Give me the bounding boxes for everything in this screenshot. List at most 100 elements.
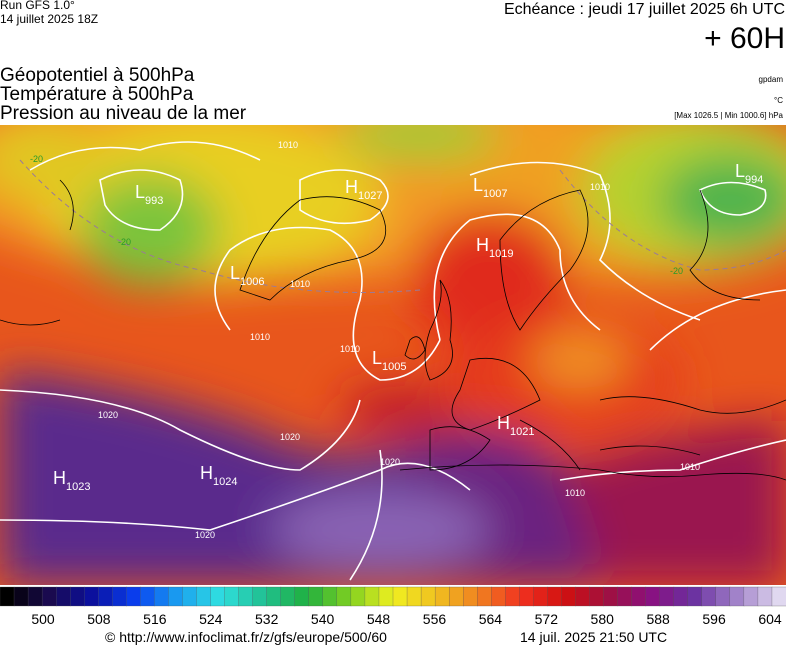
colorbar-swatch <box>771 586 786 607</box>
pressure-centers: L993 H1027 L1007 L994 L1006 H1019 L1005 … <box>53 161 763 493</box>
colorbar-tick-label: 508 <box>87 611 111 627</box>
isobar-label: 1010 <box>278 140 298 150</box>
colorbar-tick-label: 572 <box>535 611 559 627</box>
colorbar-swatch <box>280 586 296 607</box>
source-url: © http://www.infoclimat.fr/z/gfs/europe/… <box>105 629 387 645</box>
colorbar-swatch <box>182 586 197 607</box>
colorbar-tick-label: 596 <box>702 611 726 627</box>
isotherm-label: -20 <box>118 237 131 247</box>
colorbar-swatch <box>631 586 647 607</box>
isobar-label: 1020 <box>195 530 215 540</box>
colorbar-tick-label: 564 <box>479 611 503 627</box>
colorbar-swatch <box>13 586 29 607</box>
center-type: H <box>200 463 213 483</box>
center-value: 1019 <box>489 248 513 260</box>
colorbar-swatch <box>701 586 717 607</box>
colorbar-swatch <box>589 586 604 607</box>
pressure-center: L1005 <box>372 348 407 373</box>
center-value: 1006 <box>240 276 264 288</box>
colorbar-swatch <box>70 586 85 607</box>
colorbar-swatch <box>210 586 226 607</box>
center-value: 1007 <box>483 188 507 200</box>
center-type: H <box>476 235 489 255</box>
title: Géopotentiel à 500hPa <box>0 65 195 86</box>
title: Température à 500hPa <box>0 84 194 105</box>
colorbar-tick-label: 500 <box>31 611 55 627</box>
center-value: 1024 <box>213 476 237 488</box>
colorbar-swatch <box>55 586 71 607</box>
colorbar-swatch <box>98 586 113 607</box>
colorbar-swatch <box>533 586 548 607</box>
pressure-center: L1007 <box>473 175 508 200</box>
colorbar-tick-label: 580 <box>591 611 615 627</box>
colorbar-swatch <box>154 586 169 607</box>
colorbar-swatch <box>378 586 394 607</box>
isobar-label: 1010 <box>590 182 610 192</box>
colorbar-swatch <box>603 586 619 607</box>
colorbar-swatch <box>294 586 310 607</box>
colorbar-swatch <box>27 586 43 607</box>
title: Pression au niveau de la mer <box>0 103 247 124</box>
colorbar-swatch <box>224 586 240 607</box>
colorbar-swatch <box>364 586 380 607</box>
center-type: L <box>230 263 240 283</box>
center-type: H <box>497 413 510 433</box>
isotherms <box>19 159 786 293</box>
center-value: 993 <box>145 195 163 207</box>
pressure-center: H1021 <box>497 413 534 438</box>
colorbar-swatch <box>168 586 183 607</box>
center-value: 1021 <box>510 426 534 438</box>
colorbar-swatch <box>463 586 478 607</box>
isobar-label: 1020 <box>98 410 118 420</box>
coastlines <box>0 179 786 481</box>
colorbar-tick-label: 532 <box>255 611 279 627</box>
center-value: 994 <box>745 174 763 186</box>
center-type: H <box>345 177 358 197</box>
colorbar-swatch <box>505 586 520 607</box>
isobar-label: 1020 <box>380 457 400 467</box>
colorbar-swatch <box>41 586 57 607</box>
colorbar-swatch <box>687 586 703 607</box>
colorbar-tick-label: 540 <box>311 611 335 627</box>
pressure-center: L994 <box>735 161 763 186</box>
center-type: L <box>473 175 483 195</box>
colorbar-swatch <box>392 586 408 607</box>
run-label: Run GFS 1.0° <box>0 0 75 12</box>
center-value: 1023 <box>66 481 90 493</box>
center-value: 1027 <box>358 190 382 202</box>
center-type: L <box>735 161 745 181</box>
center-type: H <box>53 468 66 488</box>
pressure-center: H1023 <box>53 468 90 493</box>
colorbar-swatch <box>406 586 422 607</box>
colorbar-tick-label: 588 <box>646 611 670 627</box>
pressure-center: H1027 <box>345 177 382 202</box>
colorbar-swatch <box>519 586 534 607</box>
center-type: L <box>372 348 382 368</box>
colorbar-tick-label: 556 <box>423 611 447 627</box>
pressure-center: L1006 <box>230 263 265 288</box>
isobar-label: 1010 <box>680 462 700 472</box>
isotherm-label: -20 <box>670 266 683 276</box>
colorbar: 500 508 516 524 532 540 548 556 564 572 580 588 596 6… <box>0 586 786 627</box>
isobars <box>0 141 786 581</box>
pressure-center: H1024 <box>200 463 237 488</box>
unit: [Max 1026.5 | Min 1000.6] hPa <box>674 111 783 120</box>
colorbar-swatch <box>238 586 254 607</box>
colorbar-swatch <box>729 586 745 607</box>
colorbar-swatch <box>140 586 155 607</box>
run-date: 14 juillet 2025 18Z <box>0 12 98 26</box>
timestamp: 14 juil. 2025 21:50 UTC <box>520 629 667 645</box>
colorbar-swatch <box>196 586 211 607</box>
unit: gpdam <box>759 75 784 84</box>
colorbar-swatch <box>308 586 324 607</box>
colorbar-tick-label: 516 <box>143 611 167 627</box>
pressure-center: L993 <box>135 182 163 207</box>
pressure-center: H1019 <box>476 235 513 260</box>
colorbar-swatch <box>575 586 590 607</box>
isobar-label: 1010 <box>290 279 310 289</box>
lead-time: + 60H <box>704 22 785 55</box>
isobar-label: 1010 <box>250 332 270 342</box>
isoline-labels: 1010 1010 1010 1010 1020 1020 1020 1020 … <box>30 140 700 540</box>
isobar-label: 1020 <box>280 432 300 442</box>
